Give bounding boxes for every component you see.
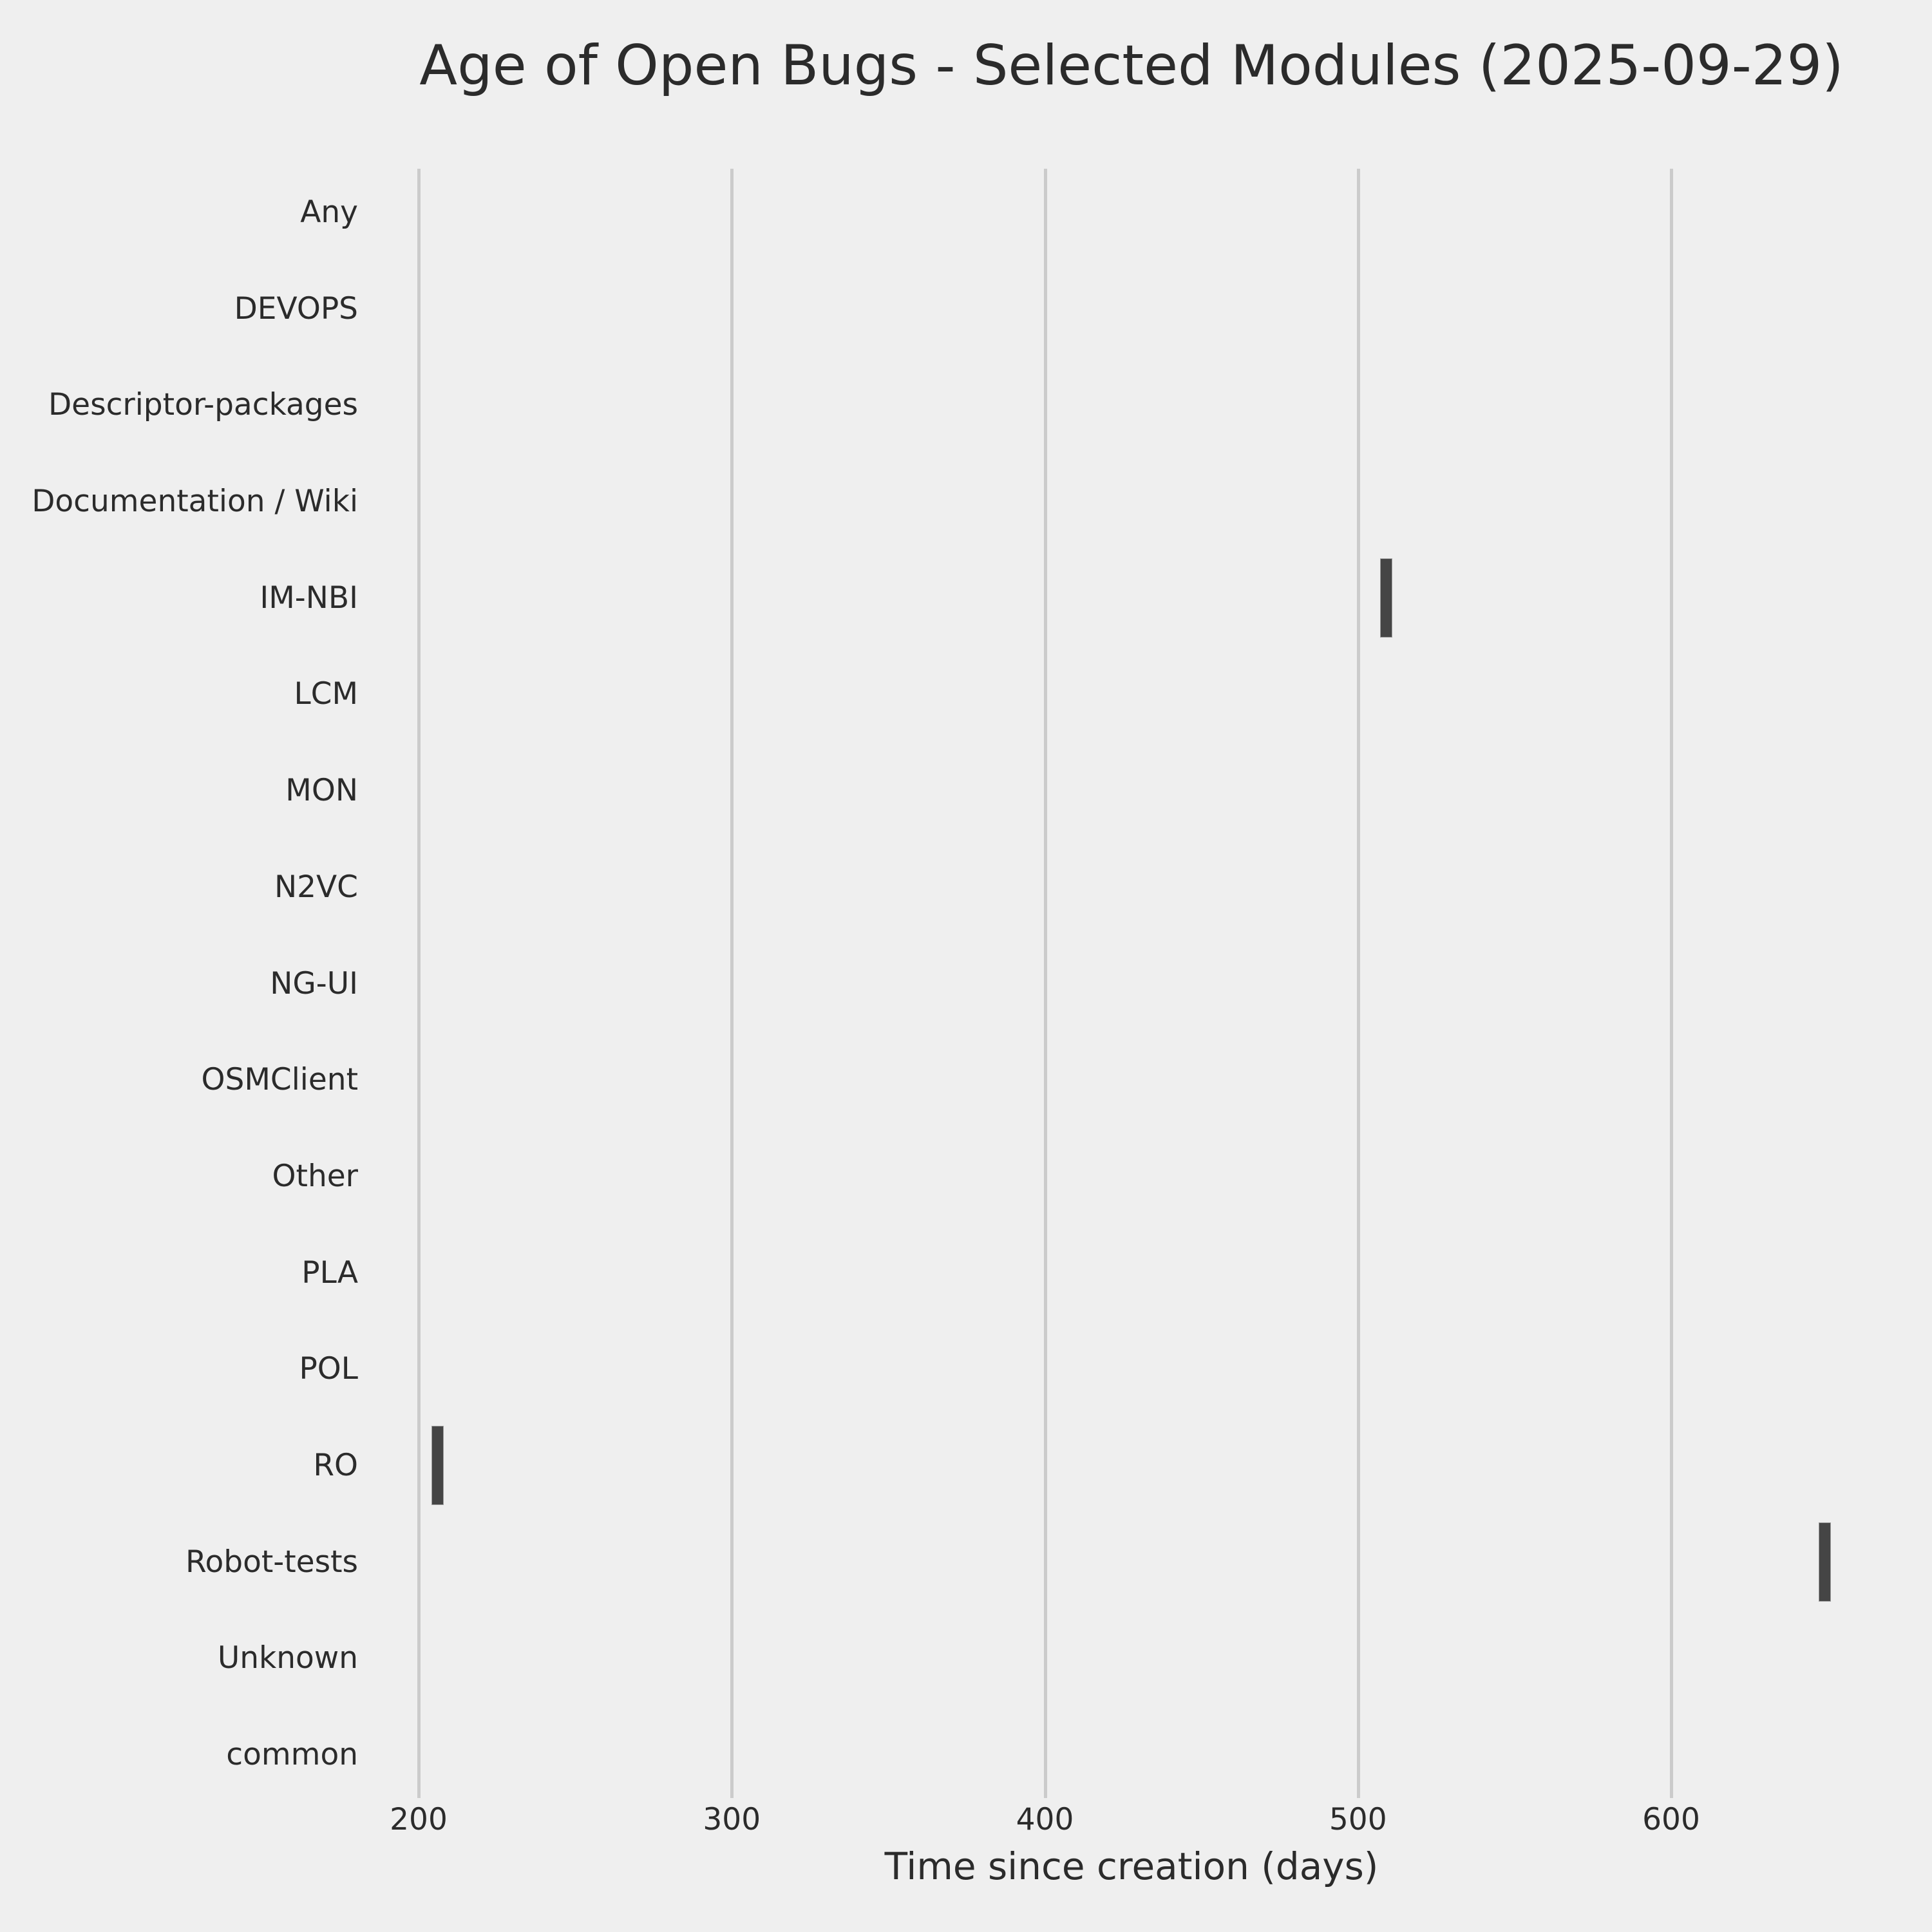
bug-age-tick-marker bbox=[1381, 559, 1392, 638]
x-tick-label: 300 bbox=[703, 1802, 761, 1837]
x-tick-label: 400 bbox=[1016, 1802, 1074, 1837]
category-label: N2VC bbox=[274, 869, 358, 905]
bug-age-tick-marker bbox=[431, 1426, 443, 1505]
category-label: common bbox=[226, 1737, 358, 1773]
gridline bbox=[1356, 169, 1360, 1798]
gridline bbox=[1670, 169, 1673, 1798]
x-tick-label: 500 bbox=[1329, 1802, 1387, 1837]
category-label: Descriptor-packages bbox=[48, 387, 358, 423]
category-label: LCM bbox=[294, 676, 358, 712]
x-axis-label: Time since creation (days) bbox=[884, 1844, 1379, 1888]
category-label: NG-UI bbox=[270, 965, 358, 1001]
x-tick-label: 600 bbox=[1642, 1802, 1700, 1837]
category-label: Robot-tests bbox=[185, 1544, 358, 1580]
chart-title: Age of Open Bugs - Selected Modules (202… bbox=[419, 33, 1844, 98]
gridline bbox=[417, 169, 421, 1798]
category-label: Unknown bbox=[217, 1640, 358, 1676]
bug-age-tick-marker bbox=[1819, 1523, 1830, 1602]
gridline bbox=[1043, 169, 1047, 1798]
category-label: Any bbox=[300, 194, 358, 230]
category-label: RO bbox=[313, 1447, 358, 1483]
plot-area bbox=[367, 169, 1896, 1798]
category-label: DEVOPS bbox=[234, 290, 358, 327]
category-label: Other bbox=[272, 1158, 358, 1194]
category-label: PLA bbox=[301, 1255, 358, 1291]
category-label: IM-NBI bbox=[260, 580, 358, 616]
category-label: POL bbox=[299, 1351, 358, 1387]
category-label: MON bbox=[285, 773, 358, 809]
category-label: Documentation / Wiki bbox=[32, 484, 358, 520]
category-label: OSMClient bbox=[201, 1062, 358, 1098]
gridline bbox=[730, 169, 734, 1798]
x-tick-label: 200 bbox=[390, 1802, 448, 1837]
